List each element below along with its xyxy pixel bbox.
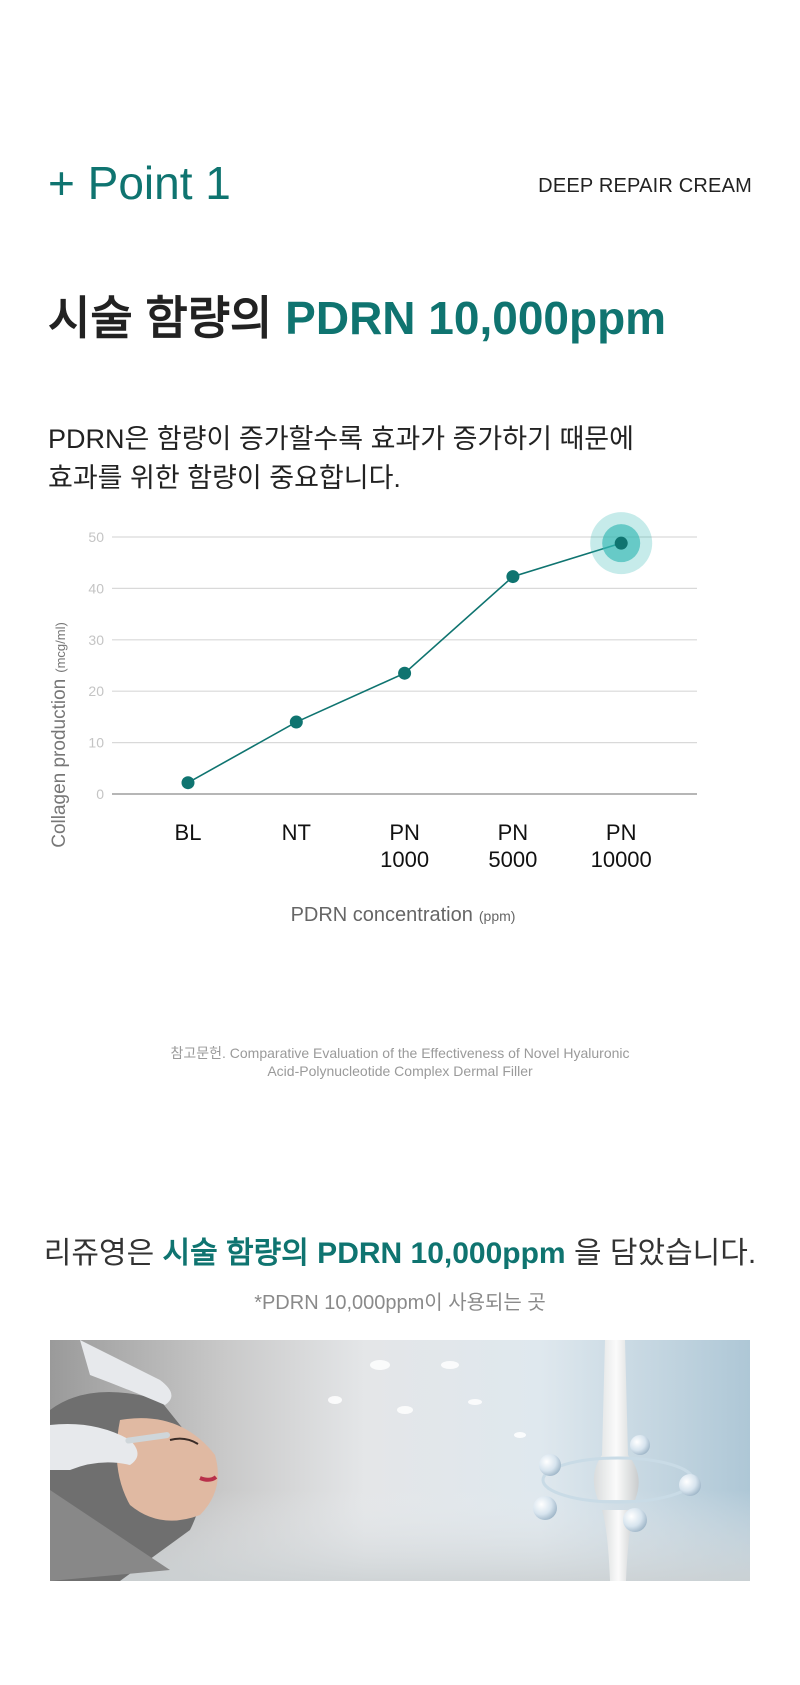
headline: 시술 함량의 PDRN 10,000ppm	[48, 293, 666, 344]
description-line-2: 효과를 위한 함량이 중요합니다.	[48, 463, 401, 493]
y-tick-label: 20	[88, 683, 104, 699]
x-tick-label-line: BL	[175, 820, 202, 845]
x-tick-label-line: PN	[498, 820, 529, 845]
product-name: DEEP REPAIR CREAM	[538, 175, 752, 197]
x-tick-label: NT	[282, 820, 311, 845]
data-point	[614, 536, 628, 550]
reference-citation: 참고문헌. Comparative Evaluation of the Effe…	[100, 1045, 700, 1080]
patient-face-icon	[50, 1392, 218, 1581]
summary-suffix: 을 담았습니다.	[565, 1237, 757, 1270]
summary-prefix: 리쥬영은	[43, 1237, 163, 1270]
reference-line-1: 참고문헌. Comparative Evaluation of the Effe…	[170, 1045, 630, 1061]
gloved-hand-icon	[50, 1340, 172, 1470]
x-axis-label: PDRN concentration (ppm)	[291, 904, 516, 926]
knee-joint-icon	[533, 1340, 701, 1581]
reference-line-2: Acid-Polynucleotide Complex Dermal Fille…	[267, 1062, 533, 1079]
y-tick-label: 30	[88, 632, 104, 648]
x-tick-label-line: NT	[282, 820, 311, 845]
y-axis-label: Collagen production (mcg/ml)	[49, 622, 70, 848]
data-points	[181, 512, 653, 790]
footnote: *PDRN 10,000ppm이 사용되는 곳	[254, 1292, 546, 1314]
x-axis-label-unit: (ppm)	[479, 908, 516, 924]
point-label: + Point 1	[48, 157, 231, 209]
x-tick-label: BL	[175, 820, 202, 845]
y-axis-label-unit: (mcg/ml)	[53, 622, 68, 673]
data-point	[289, 715, 303, 729]
x-tick-label-line: PN	[606, 820, 637, 845]
x-tick-label: PN 10000	[591, 820, 652, 872]
y-tick-labels: 0 10 20 30 40 50	[88, 529, 104, 802]
x-tick-label: PN 5000	[488, 820, 537, 872]
y-tick-label: 50	[88, 529, 104, 545]
grid-lines	[112, 536, 697, 795]
x-tick-label: PN 1000	[380, 820, 429, 872]
y-tick-label: 40	[88, 580, 104, 596]
description-line-1: PDRN은 함량이 증가할수록 효과가 증가하기 때문에	[48, 424, 634, 454]
data-point	[506, 570, 520, 584]
data-point	[398, 666, 412, 680]
series-line-path	[187, 542, 622, 784]
y-tick-label: 0	[96, 786, 104, 802]
treatment-and-joint-photo	[50, 1340, 750, 1581]
summary-statement: 리쥬영은 시술 함량의 PDRN 10,000ppm 을 담았습니다.	[0, 1228, 800, 1272]
data-point	[181, 776, 195, 790]
series-line	[187, 542, 622, 784]
x-tick-label-line: 1000	[380, 847, 429, 872]
y-axis-label-text: Collagen production	[49, 679, 70, 848]
headline-highlight: PDRN 10,000ppm	[285, 292, 667, 344]
x-tick-label-line: 5000	[488, 847, 537, 872]
x-axis-label-text: PDRN concentration	[291, 904, 473, 926]
x-tick-label-line: 10000	[591, 847, 652, 872]
y-tick-label: 10	[88, 735, 104, 751]
summary-highlight: 시술 함량의 PDRN 10,000ppm	[162, 1237, 566, 1270]
x-tick-label-line: PN	[389, 820, 420, 845]
headline-prefix: 시술 함량의	[48, 292, 286, 344]
ceiling-lights-icon	[328, 1360, 526, 1438]
